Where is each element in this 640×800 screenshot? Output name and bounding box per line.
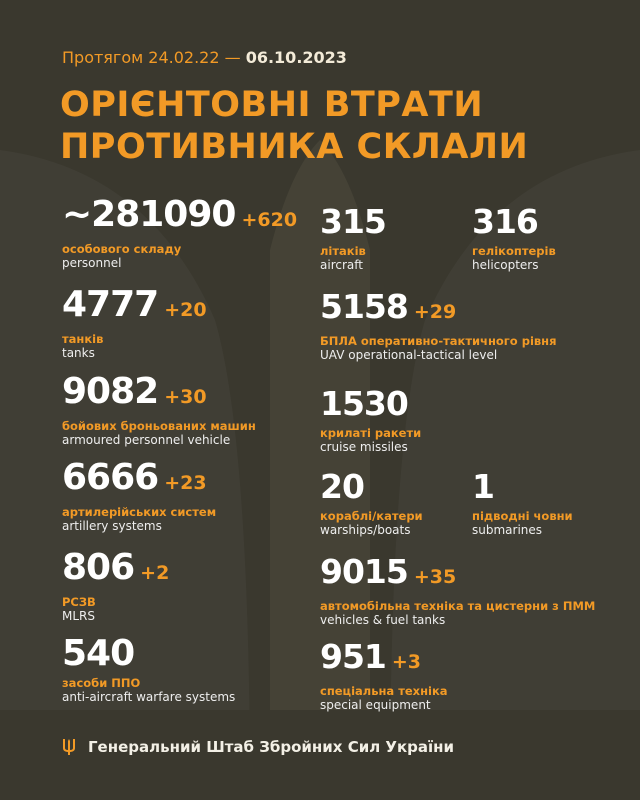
- value: 540: [62, 633, 135, 674]
- value: 5158: [320, 287, 409, 326]
- label-ua: літаків: [320, 244, 366, 258]
- stat-value: 951 +3: [320, 638, 448, 681]
- value: 1: [472, 467, 495, 506]
- stat-aircraft: 315 літаків aircraft: [320, 202, 387, 273]
- label-en: aircraft: [320, 258, 363, 272]
- label-en: tanks: [62, 346, 95, 360]
- increase: +35: [413, 566, 457, 588]
- increase: +30: [164, 386, 207, 408]
- value: 1530: [320, 384, 409, 423]
- label-ua: артилерійських систем: [62, 505, 217, 519]
- label-en: anti-aircraft warfare systems: [62, 690, 236, 704]
- trident-icon: [63, 739, 75, 755]
- increase: +23: [164, 472, 207, 494]
- label-en: submarines: [472, 523, 543, 537]
- label-en: special equipment: [320, 698, 431, 712]
- stat-personnel: ~281090 +620 особового складу personnel: [62, 196, 297, 271]
- label-en: cruise missiles: [320, 440, 408, 454]
- stat-helicopters: 316 гелікоптерів helicopters: [472, 203, 556, 273]
- value: 20: [320, 467, 365, 506]
- footer: Генеральний Штаб Збройних Сил України: [62, 738, 454, 756]
- stat-tanks: 4777 +20 танків tanks: [62, 286, 207, 361]
- period: Протягом 24.02.22 — 06.10.2023: [62, 48, 347, 67]
- stat-special: 951 +3 спеціальна техніка special equipme…: [320, 638, 448, 713]
- stat-value: 5158 +29: [320, 288, 557, 331]
- period-prefix: Протягом 24.02.22 —: [62, 48, 241, 67]
- stat-value: 6666 +23: [62, 459, 216, 502]
- title-line-2: ПРОТИВНИКА СКЛАЛИ: [60, 127, 529, 167]
- increase: +20: [164, 299, 207, 321]
- value: 315: [320, 202, 387, 241]
- stat-value: 4777 +20: [62, 286, 207, 329]
- label-ua: особового складу: [62, 242, 182, 256]
- label-ua: спеціальна техніка: [320, 684, 448, 698]
- period-date: 06.10.2023: [245, 48, 347, 67]
- stat-armoured: 9082 +30 бойових броньованих машин armour…: [62, 373, 256, 448]
- label-en: helicopters: [472, 258, 539, 272]
- label-en: MLRS: [62, 609, 95, 623]
- increase: +2: [140, 562, 170, 584]
- label-en: artillery systems: [62, 519, 162, 533]
- stat-submarines: 1 підводні човни submarines: [472, 468, 573, 538]
- label-ua: танків: [62, 332, 104, 346]
- stat-uav: 5158 +29 БПЛА оперативно-тактичного рівня…: [320, 288, 557, 363]
- value: 9015: [320, 552, 409, 591]
- label-en: UAV operational-tactical level: [320, 348, 498, 362]
- value: 316: [472, 202, 539, 241]
- stat-vehicles: 9015 +35 автомобільна техніка та цистерни…: [320, 553, 595, 628]
- stat-value: 1: [472, 468, 573, 506]
- stat-value: ~281090 +620: [62, 196, 297, 239]
- label-en: vehicles & fuel tanks: [320, 613, 446, 627]
- stat-warships: 20 кораблі/катери warships/boats: [320, 468, 423, 538]
- label-ua: бойових броньованих машин: [62, 419, 256, 433]
- stat-cruise: 1530 крилаті ракети cruise missiles: [320, 385, 421, 455]
- stat-value: 9082 +30: [62, 373, 256, 416]
- value: 4777: [62, 284, 159, 325]
- stat-mlrs: 806 +2 РСЗВ MLRS: [62, 549, 169, 624]
- label-ua: РСЗВ: [62, 595, 96, 609]
- value: 6666: [62, 457, 159, 498]
- label-ua: засоби ППО: [62, 676, 141, 690]
- value: 951: [320, 637, 387, 676]
- page-title: ОРІЄНТОВНІ ВТРАТИ ПРОТИВНИКА СКЛАЛИ: [60, 84, 528, 168]
- value: 9082: [62, 371, 159, 412]
- value: 806: [62, 547, 135, 588]
- increase: +620: [241, 209, 298, 231]
- stat-value: 540: [62, 635, 235, 673]
- value: ~281090: [62, 194, 236, 235]
- title-line-1: ОРІЄНТОВНІ ВТРАТИ: [60, 85, 484, 125]
- label-ua: автомобільна техніка та цистерни з ПММ: [320, 599, 596, 613]
- stat-value: 9015 +35: [320, 553, 595, 596]
- footer-text: Генеральний Штаб Збройних Сил України: [88, 738, 455, 756]
- stat-value: 20: [320, 468, 423, 506]
- increase: +29: [413, 301, 457, 323]
- stat-anti: 540 засоби ППО anti-aircraft warfare sys…: [62, 635, 235, 705]
- stat-value: 1530: [320, 385, 421, 423]
- label-ua: кораблі/катери: [320, 509, 423, 523]
- stat-artillery: 6666 +23 артилерійських систем artillery …: [62, 459, 216, 534]
- stat-value: 315: [320, 202, 387, 241]
- label-ua: гелікоптерів: [472, 244, 556, 258]
- label-ua: крилаті ракети: [320, 426, 422, 440]
- label-en: armoured personnel vehicle: [62, 433, 231, 447]
- increase: +3: [391, 651, 422, 673]
- label-en: personnel: [62, 256, 122, 270]
- stat-value: 316: [472, 203, 556, 241]
- label-en: warships/boats: [320, 523, 411, 537]
- stat-value: 806 +2: [62, 549, 169, 592]
- label-ua: підводні човни: [472, 509, 573, 523]
- label-ua: БПЛА оперативно-тактичного рівня: [320, 334, 557, 348]
